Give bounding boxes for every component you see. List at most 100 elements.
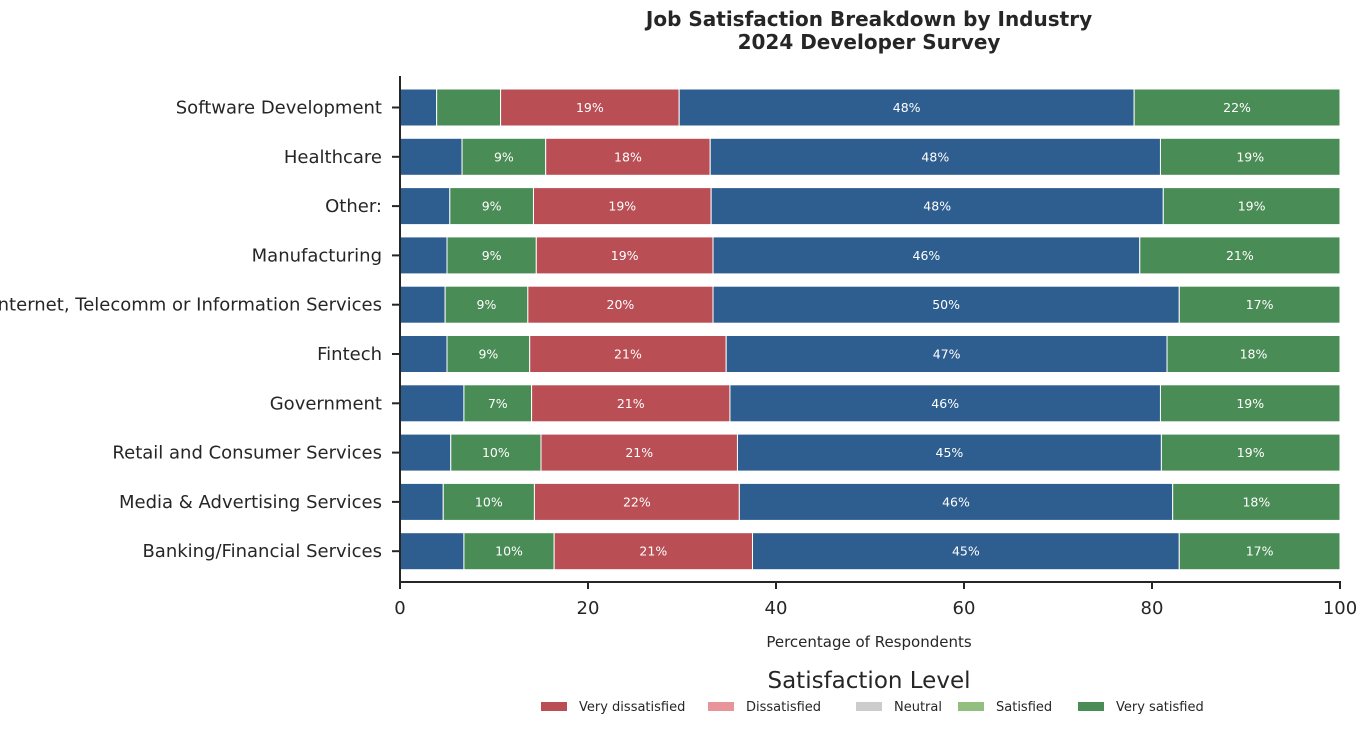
category-label: Media & Advertising Services — [119, 492, 382, 513]
bar-segment-label: 9% — [478, 347, 498, 362]
bar-segment-label: 50% — [932, 297, 960, 312]
bar-segment-label: 19% — [1237, 445, 1265, 460]
bar-segment-label: 7% — [488, 396, 508, 411]
bar-segment — [752, 532, 1180, 571]
category-label: Manufacturing — [252, 245, 382, 266]
bar-segment — [738, 482, 1174, 521]
bar-segment — [436, 88, 502, 127]
bar-segment — [449, 187, 534, 226]
bar-segment — [529, 335, 727, 373]
bar-segment-label: 10% — [495, 544, 523, 559]
bar-segment — [450, 433, 542, 472]
bar-segment — [531, 384, 731, 423]
bar-segment-label: 17% — [1246, 544, 1274, 559]
bar-segment — [1160, 433, 1341, 472]
legend-swatch — [1078, 702, 1104, 711]
bar-segment-label: 46% — [913, 248, 941, 263]
bar-segment-label: 21% — [614, 347, 642, 362]
bar-segment-label: 45% — [952, 544, 980, 559]
legend-swatch — [856, 702, 882, 711]
bar-segment-label: 10% — [475, 494, 503, 509]
bar-segment-label: 19% — [611, 248, 639, 263]
bar-segment — [399, 433, 452, 472]
bar-segment — [545, 137, 711, 176]
bar-segment — [399, 532, 465, 571]
bar-segment — [1172, 482, 1341, 521]
bar-segment-label: 22% — [623, 494, 651, 509]
bar-segment — [399, 187, 451, 226]
legend-swatch — [708, 702, 734, 711]
x-tick-label: 80 — [1141, 598, 1164, 619]
bar-segment-label: 46% — [942, 494, 970, 509]
bar-segment-label: 22% — [1223, 100, 1251, 115]
x-tick-label: 60 — [953, 598, 976, 619]
x-tick-label: 100 — [1323, 598, 1357, 619]
bar-segment-label: 9% — [477, 297, 497, 312]
bar-segment-label: 18% — [1240, 347, 1268, 362]
bar-segment — [1178, 285, 1341, 324]
bar-segment — [710, 187, 1164, 226]
bar-segment — [463, 532, 555, 571]
chart-subtitle: 2024 Developer Survey — [738, 30, 1001, 54]
bar-segment — [1159, 137, 1341, 176]
bar-segment-label: 20% — [607, 297, 635, 312]
bar-segment-label: 21% — [639, 544, 667, 559]
bar-segment-label: 10% — [482, 445, 510, 460]
x-tick-label: 40 — [765, 598, 788, 619]
category-label: Fintech — [317, 344, 382, 365]
bar-segment — [399, 137, 463, 176]
axes-group: Software Development Healthcare Other: Manu… — [0, 76, 1357, 619]
legend-swatch — [958, 702, 984, 711]
bar-segment-label: 48% — [923, 199, 951, 214]
category-label: Healthcare — [284, 147, 382, 168]
bar-segment — [725, 335, 1168, 373]
legend-entry-label: Satisfied — [996, 700, 1052, 715]
legend-entry-label: Neutral — [894, 700, 942, 715]
bar-segment — [399, 236, 448, 275]
x-tick-label: 20 — [577, 598, 600, 619]
bar-segment — [399, 384, 465, 423]
legend-entry-label: Dissatisfied — [746, 700, 821, 715]
bar-segment — [399, 482, 444, 521]
bar-segment-label: 18% — [614, 149, 642, 164]
bar-segment-label: 9% — [482, 248, 502, 263]
bar-segment — [540, 433, 738, 472]
bar-segment-label: 9% — [494, 149, 514, 164]
bar-segment — [399, 335, 448, 373]
bar-segment-label: 46% — [931, 396, 959, 411]
bar-segment — [535, 236, 714, 275]
bar-segment-label: 19% — [1238, 199, 1266, 214]
bar-segment — [1178, 532, 1341, 571]
bar-segment-label: 48% — [921, 149, 949, 164]
category-label: Government — [270, 393, 382, 414]
bar-segment — [399, 88, 438, 127]
legend-entry-label: Very dissatisfied — [579, 700, 685, 715]
legend: Very dissatisfied Dissatisfied Neutral Sati… — [541, 700, 1204, 715]
bar-segment — [444, 285, 529, 324]
bar-segment — [1166, 335, 1341, 373]
bar-segment — [1159, 384, 1341, 423]
bar-segment — [532, 187, 712, 226]
legend-swatch — [541, 702, 567, 711]
bar-segment-label: 21% — [1226, 248, 1254, 263]
category-label: Internet, Telecomm or Information Servic… — [0, 295, 382, 316]
bar-segment — [553, 532, 753, 571]
bar-segment-label: 19% — [608, 199, 636, 214]
bar-segment — [678, 88, 1135, 127]
bar-segment-label: 19% — [1236, 149, 1264, 164]
bar-segment-label: 45% — [936, 445, 964, 460]
bar-segment — [399, 285, 446, 324]
bar-segment — [500, 88, 680, 127]
bar-segment-label: 21% — [617, 396, 645, 411]
bar-segment-label: 19% — [1236, 396, 1264, 411]
x-tick-label: 0 — [394, 598, 405, 619]
bar-segment — [527, 285, 714, 324]
bar-segment — [1162, 187, 1341, 226]
bar-segment — [1133, 88, 1341, 127]
category-label: Other: — [325, 196, 382, 217]
x-axis-label: Percentage of Respondents — [766, 633, 972, 651]
bar-segment — [1139, 236, 1341, 275]
bar-segment — [446, 335, 531, 373]
bar-segment-label: 18% — [1242, 494, 1270, 509]
